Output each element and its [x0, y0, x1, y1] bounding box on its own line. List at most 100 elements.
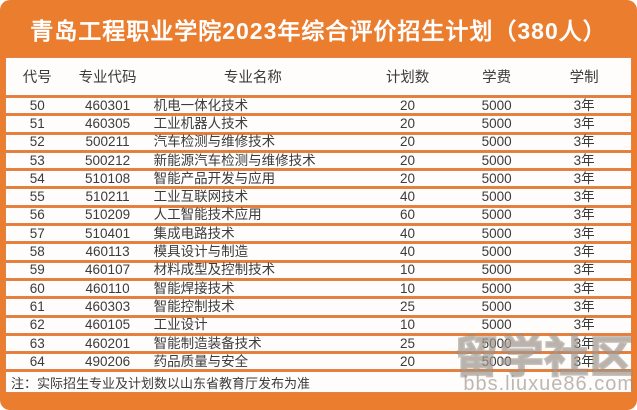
cell-duration: 3年: [573, 280, 595, 296]
table-row: 64 490206 药品质量与安全 20 5000 3年: [5, 353, 632, 371]
cell-duration: 3年: [573, 207, 595, 223]
cell-planned-count: 20: [400, 134, 416, 150]
cell-planned-count: 10: [400, 280, 416, 296]
table-row: 58 460113 模具设计与制造 40 5000 3年: [5, 243, 632, 261]
cell-major-name: 智能产品开发与应用: [153, 170, 276, 186]
cell-duration: 3年: [573, 134, 595, 150]
cell-planned-count: 20: [400, 170, 416, 186]
cell-code: 52: [29, 134, 45, 150]
cell-major-name: 人工智能技术应用: [153, 207, 262, 223]
cell-major-name: 模具设计与制造: [153, 244, 249, 260]
table-row: 54 510108 智能产品开发与应用 20 5000 3年: [5, 170, 632, 188]
cell-duration: 3年: [573, 152, 595, 168]
cell-code: 62: [29, 317, 45, 333]
table-row: 52 500211 汽车检测与维修技术 20 5000 3年: [5, 133, 632, 151]
cell-code: 56: [29, 207, 45, 223]
table-row: 53 500212 新能源汽车检测与维修技术 20 5000 3年: [5, 151, 632, 170]
cell-major-name: 新能源汽车检测与维修技术: [153, 152, 316, 168]
cell-major-code: 460201: [85, 335, 131, 351]
table-header-row: 代号 专业代码 专业名称 计划数 学费 学制: [5, 57, 632, 96]
cell-major-code: 460113: [85, 244, 130, 260]
cell-tuition: 5000: [481, 262, 512, 278]
cell-code: 53: [29, 152, 45, 168]
table-row: 50 460301 机电一体化技术 20 5000 3年: [5, 97, 632, 115]
title-banner: 青岛工程职业学院2023年综合评价招生计划（380人）: [0, 0, 637, 57]
table-row: 63 460201 智能制造装备技术 25 5000 3年: [5, 334, 632, 353]
cell-code: 63: [29, 335, 45, 351]
page-title: 青岛工程职业学院2023年综合评价招生计划（380人）: [30, 17, 607, 44]
cell-major-name: 药品质量与安全: [153, 353, 249, 369]
cell-planned-count: 40: [400, 189, 416, 205]
cell-major-name: 智能制造装备技术: [153, 335, 262, 351]
cell-tuition: 5000: [481, 280, 512, 296]
cell-code: 64: [29, 353, 45, 369]
cell-duration: 3年: [573, 335, 595, 351]
cell-tuition: 5000: [481, 298, 512, 314]
table-row: 51 460305 工业机器人技术 20 5000 3年: [5, 115, 632, 133]
cell-planned-count: 20: [400, 152, 416, 168]
cell-tuition: 5000: [481, 353, 512, 369]
cell-tuition: 5000: [481, 97, 512, 113]
cell-code: 51: [29, 115, 45, 131]
column-header-planned-count: 计划数: [385, 70, 430, 86]
cell-major-name: 机电一体化技术: [153, 97, 249, 113]
cell-tuition: 5000: [481, 170, 512, 186]
column-header-code: 代号: [22, 70, 52, 86]
cell-tuition: 5000: [481, 317, 512, 333]
cell-tuition: 5000: [481, 189, 512, 205]
table-body: 50 460301 机电一体化技术 20 5000 3年 51 460305 工…: [5, 97, 632, 371]
cell-duration: 3年: [573, 317, 595, 333]
cell-planned-count: 25: [400, 298, 416, 314]
cell-major-code: 460110: [85, 280, 130, 296]
cell-major-name: 汽车检测与维修技术: [153, 134, 276, 150]
cell-planned-count: 40: [400, 244, 416, 260]
cell-major-name: 集成电路技术: [153, 225, 235, 241]
cell-duration: 3年: [573, 225, 595, 241]
admission-plan-table: 代号 专业代码 专业名称 计划数 学费 学制 50 460301 机电一体化技术…: [5, 57, 632, 410]
cell-duration: 3年: [573, 97, 595, 113]
cell-major-code: 460305: [85, 115, 131, 131]
cell-major-code: 510209: [85, 207, 131, 223]
cell-major-code: 460301: [85, 97, 131, 113]
footnote-row: 注：实际招生专业及计划数以山东省教育厅发布为准: [5, 371, 632, 394]
table-row: 55 510211 工业互联网技术 40 5000 3年: [5, 188, 632, 206]
cell-duration: 3年: [573, 170, 595, 186]
cell-major-code: 460303: [85, 298, 131, 314]
cell-code: 58: [29, 244, 45, 260]
cell-code: 55: [29, 189, 45, 205]
table-row: 62 460105 工业设计 10 5000 3年: [5, 316, 632, 334]
cell-tuition: 5000: [481, 244, 512, 260]
cell-duration: 3年: [573, 353, 595, 369]
cell-tuition: 5000: [481, 115, 512, 131]
cell-major-code: 510108: [85, 170, 131, 186]
cell-major-name: 工业机器人技术: [153, 115, 249, 131]
cell-duration: 3年: [573, 189, 595, 205]
cell-tuition: 5000: [481, 335, 512, 351]
cell-tuition: 5000: [481, 225, 512, 241]
cell-code: 59: [29, 262, 45, 278]
cell-major-code: 460105: [85, 317, 131, 333]
table-row: 61 460303 智能控制技术 25 5000 3年: [5, 298, 632, 316]
table-row: 57 510401 集成电路技术 40 5000 3年: [5, 225, 632, 243]
cell-major-name: 智能控制技术: [153, 298, 235, 314]
cell-major-code: 500211: [85, 134, 130, 150]
cell-planned-count: 20: [400, 97, 416, 113]
cell-duration: 3年: [573, 262, 595, 278]
cell-tuition: 5000: [481, 152, 512, 168]
cell-code: 57: [29, 225, 45, 241]
cell-major-code: 460107: [85, 262, 131, 278]
cell-code: 50: [29, 97, 45, 113]
cell-planned-count: 40: [400, 225, 416, 241]
cell-tuition: 5000: [481, 134, 512, 150]
cell-planned-count: 20: [400, 115, 416, 131]
cell-tuition: 5000: [481, 207, 512, 223]
column-header-major-name: 专业名称: [223, 70, 282, 86]
cell-major-code: 510211: [85, 189, 130, 205]
cell-planned-count: 20: [400, 353, 416, 369]
cell-planned-count: 60: [400, 207, 416, 223]
cell-code: 60: [29, 280, 45, 296]
cell-planned-count: 10: [400, 317, 416, 333]
cell-major-name: 材料成型及控制技术: [153, 262, 276, 278]
column-header-major-code: 专业代码: [78, 70, 137, 86]
